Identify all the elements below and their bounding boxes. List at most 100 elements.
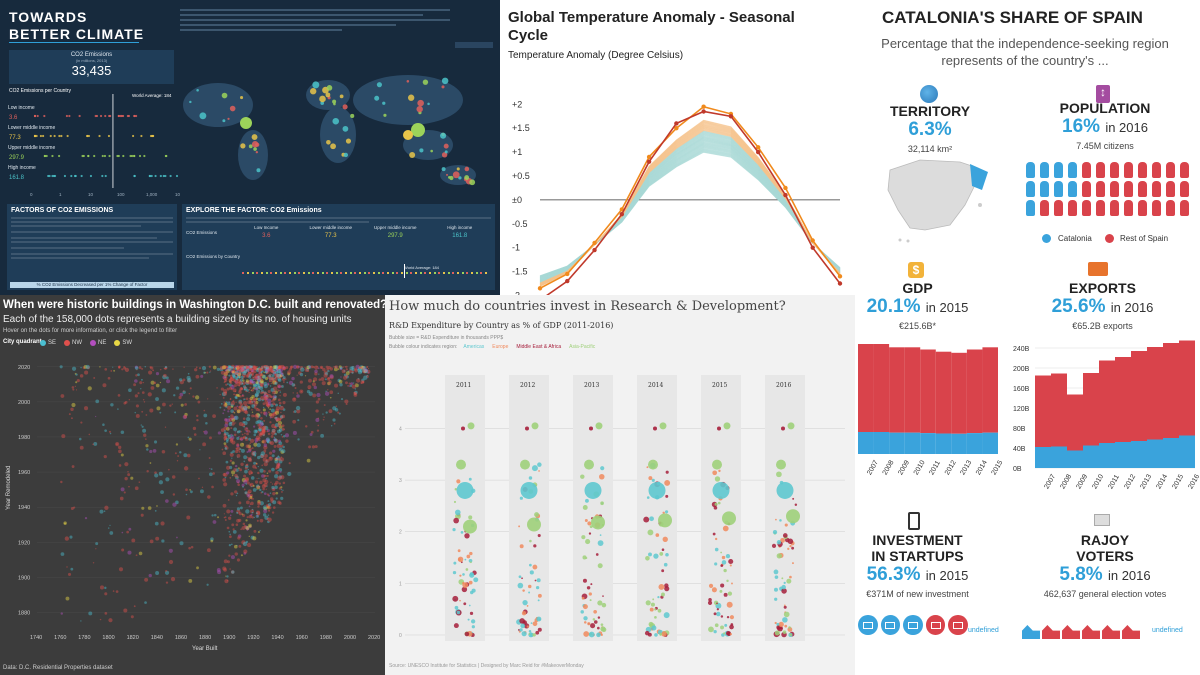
temperature-line-chart[interactable]: +2+1.5+1+0.5±0-0.5-1-1.5-2 <box>500 70 850 295</box>
building-dot <box>262 487 265 491</box>
month-point <box>837 274 843 279</box>
building-dot <box>234 370 239 375</box>
building-dot <box>239 387 243 391</box>
legend-rest[interactable]: Rest of Spain <box>1120 234 1169 243</box>
building-dot <box>190 490 193 494</box>
building-dot <box>250 476 255 480</box>
country-bubble <box>720 551 723 554</box>
building-dot <box>95 399 100 404</box>
month-point <box>701 104 706 109</box>
world-map[interactable] <box>178 55 498 200</box>
building-dot <box>254 429 258 433</box>
building-dot <box>195 366 198 369</box>
building-dot <box>264 364 269 369</box>
catalonia-bar <box>858 432 874 454</box>
dc-scatter-plot[interactable]: 1740 1760 1780 1800 1820 1840 1860 1880 1900 1920… <box>0 350 385 650</box>
rd-regions-legend[interactable]: Americas Europe Middle East & Africa Asia-P… <box>463 344 595 350</box>
country-bubble <box>653 553 659 559</box>
building-dot <box>244 432 246 435</box>
dc-legend-item[interactable]: NE <box>90 338 106 347</box>
building-dot <box>338 379 343 384</box>
territory-detail: 32,114 km² <box>907 144 953 154</box>
dc-legend-item[interactable]: SW <box>114 338 132 347</box>
building-dot <box>249 379 252 382</box>
building-dot <box>235 396 238 400</box>
building-dot <box>256 378 259 382</box>
country-bubble <box>468 477 472 481</box>
building-dot <box>142 399 145 401</box>
country-bubble <box>652 598 655 601</box>
building-dot <box>270 376 275 381</box>
map-country-dot <box>330 143 336 150</box>
recent-year-line <box>546 110 841 295</box>
building-dot <box>117 408 119 410</box>
building-dot <box>247 371 250 374</box>
building-dot <box>257 367 260 371</box>
rest-of-spain-bar <box>1131 351 1147 441</box>
building-dot <box>241 377 244 380</box>
map-country-dot <box>255 150 259 154</box>
gdp-bar-chart[interactable]: 2007 2008 2009 2010 2011 2012 2013 2014 2015 <box>850 340 1010 495</box>
building-dot <box>270 382 273 385</box>
country-bubble <box>727 591 733 596</box>
building-dot <box>313 385 317 390</box>
building-dot <box>255 415 260 419</box>
building-dot <box>283 435 286 438</box>
country-bubble <box>646 466 649 469</box>
dc-legend[interactable]: SE NW NE SW <box>40 338 132 347</box>
building-dot <box>244 478 249 483</box>
building-dot <box>281 449 286 454</box>
building-dot <box>73 506 76 509</box>
legend-catalonia[interactable]: Catalonia <box>1058 234 1092 243</box>
building-dot <box>270 434 274 438</box>
y-axis-label: Year Remodeled <box>6 466 12 510</box>
building-dot <box>278 369 281 371</box>
country-bubble <box>588 592 592 596</box>
building-dot <box>228 386 232 390</box>
building-dot <box>169 404 172 407</box>
building-dot <box>274 365 278 369</box>
building-dot <box>198 477 200 480</box>
building-dot <box>247 381 250 384</box>
ballot-box-icon <box>1022 625 1040 639</box>
building-dot <box>113 369 116 372</box>
country-bubble <box>529 570 534 575</box>
building-dot <box>266 368 270 372</box>
building-dot <box>277 466 280 468</box>
rest-of-spain-bar <box>1067 394 1083 451</box>
country-bubble <box>660 632 663 636</box>
building-dot <box>317 417 320 420</box>
decrease-bar[interactable]: % CO2 Emissions Decreased per 1% Change … <box>10 282 174 288</box>
rd-region-label[interactable]: Middle East & Africa <box>516 344 562 350</box>
building-dot <box>192 395 195 398</box>
building-dot <box>256 419 258 421</box>
rd-region-label[interactable]: Europe <box>492 344 509 350</box>
building-dot <box>275 480 279 485</box>
china-bubble <box>658 513 672 528</box>
building-dot <box>245 500 250 505</box>
rd-region-label[interactable]: Americas <box>463 344 485 350</box>
country-filter[interactable] <box>455 42 493 48</box>
building-dot <box>261 428 266 433</box>
by-country-strip[interactable] <box>242 272 490 274</box>
building-dot <box>254 392 260 397</box>
map-country-dot <box>452 171 460 179</box>
building-dot <box>282 367 286 371</box>
building-dot <box>226 509 231 514</box>
rd-region-label[interactable]: Asia-Pacific <box>569 344 596 350</box>
building-dot <box>276 369 282 374</box>
dc-legend-item[interactable]: SE <box>40 338 56 347</box>
building-dot <box>296 365 299 368</box>
building-dot <box>259 529 261 532</box>
dc-legend-item[interactable]: NW <box>64 338 82 347</box>
building-dot <box>255 389 261 394</box>
building-dot <box>236 368 239 371</box>
building-dot <box>221 448 224 451</box>
building-dot <box>252 397 256 401</box>
building-dot <box>272 367 276 372</box>
building-dot <box>267 401 272 406</box>
rest-of-spain-bar <box>858 344 874 432</box>
